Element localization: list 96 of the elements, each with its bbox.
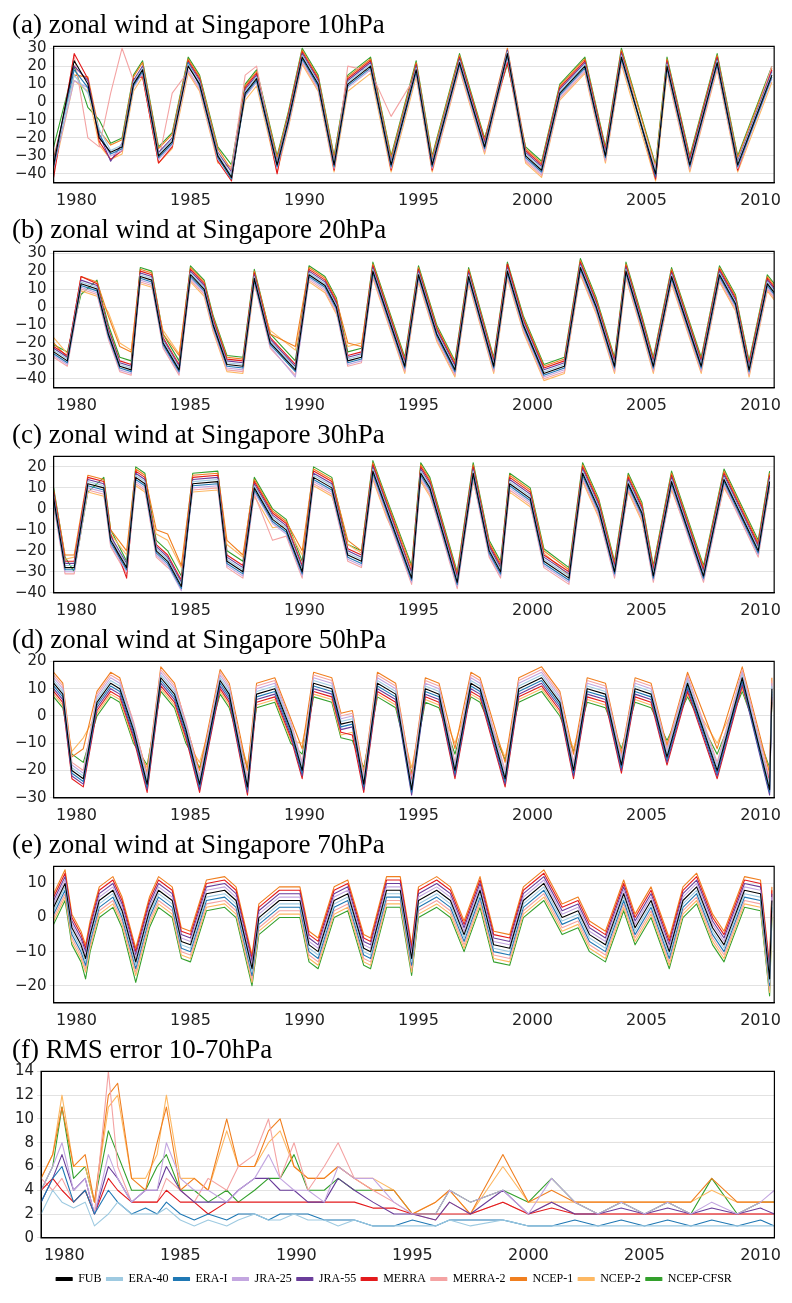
y-tick-label: −10 bbox=[15, 109, 47, 128]
y-tick-label: 10 bbox=[27, 278, 47, 297]
x-tick-label: 1990 bbox=[276, 1244, 317, 1264]
x-tick-label: 1980 bbox=[56, 599, 97, 619]
y-tick-label: −30 bbox=[15, 787, 47, 806]
y-tick-label: −20 bbox=[15, 127, 47, 146]
x-tick-label: 1995 bbox=[398, 394, 439, 414]
x-tick-label: 1990 bbox=[284, 189, 325, 209]
chart-title: (c) zonal wind at Singapore 30hPa bbox=[12, 419, 385, 450]
y-tick-label: 0 bbox=[37, 907, 47, 926]
x-tick-label: 2005 bbox=[626, 394, 667, 414]
x-tick-label: 2000 bbox=[508, 1244, 549, 1264]
x-tick-label: 2005 bbox=[626, 804, 667, 824]
y-tick-label: 10 bbox=[27, 678, 47, 697]
x-tick-label: 1980 bbox=[43, 1244, 85, 1264]
x-tick-label: 1980 bbox=[56, 394, 97, 414]
x-tick-label: 1990 bbox=[284, 394, 325, 414]
y-tick-label: 8 bbox=[24, 1132, 35, 1151]
y-tick-label: 6 bbox=[24, 1156, 35, 1175]
y-tick-label: −10 bbox=[15, 941, 47, 960]
y-tick-label: −30 bbox=[15, 350, 47, 369]
y-tick-label: 0 bbox=[37, 91, 47, 110]
x-tick-label: 2010 bbox=[740, 1244, 781, 1264]
y-tick-label: −30 bbox=[15, 561, 47, 580]
legend-label: JRA-55 bbox=[318, 1271, 357, 1286]
x-tick-label: 2000 bbox=[512, 394, 553, 414]
x-tick-label: 2010 bbox=[740, 804, 781, 824]
y-tick-label: −40 bbox=[15, 368, 47, 387]
chart-title: (b) zonal wind at Singapore 20hPa bbox=[12, 214, 387, 245]
y-tick-label: −20 bbox=[15, 540, 47, 559]
x-tick-label: 1995 bbox=[398, 189, 439, 209]
chart-title: (a) zonal wind at Singapore 10hPa bbox=[12, 9, 385, 40]
x-tick-label: 2010 bbox=[740, 394, 781, 414]
x-tick-label: 1990 bbox=[284, 1009, 325, 1029]
x-tick-label: 1995 bbox=[392, 1244, 433, 1264]
y-tick-label: 10 bbox=[27, 873, 47, 892]
y-tick-label: 20 bbox=[27, 56, 47, 75]
x-tick-label: 1980 bbox=[56, 1009, 97, 1029]
y-tick-label: −10 bbox=[15, 519, 47, 538]
x-tick-label: 1985 bbox=[170, 804, 211, 824]
y-tick-label: 20 bbox=[27, 456, 47, 475]
legend-label: ERA-I bbox=[195, 1271, 228, 1286]
y-tick-label: 12 bbox=[14, 1085, 35, 1104]
x-tick-label: 1980 bbox=[56, 189, 97, 209]
y-tick-label: 2 bbox=[24, 1203, 35, 1222]
chart-title: (f) RMS error 10-70hPa bbox=[12, 1034, 273, 1065]
x-tick-label: 2005 bbox=[626, 599, 667, 619]
x-tick-label: 2010 bbox=[740, 1009, 781, 1029]
y-tick-label: −40 bbox=[15, 582, 47, 601]
x-tick-label: 1995 bbox=[398, 599, 439, 619]
x-tick-label: 2010 bbox=[740, 599, 781, 619]
y-tick-label: 0 bbox=[37, 498, 47, 517]
y-tick-label: 0 bbox=[37, 705, 47, 724]
y-tick-label: −10 bbox=[15, 314, 47, 333]
y-tick-label: 30 bbox=[27, 38, 47, 57]
y-tick-label: −10 bbox=[15, 733, 47, 752]
legend-label: NCEP-1 bbox=[532, 1271, 574, 1286]
x-tick-label: 1985 bbox=[170, 599, 211, 619]
x-tick-label: 1985 bbox=[170, 1009, 211, 1029]
y-tick-label: −20 bbox=[15, 332, 47, 351]
y-tick-label: 10 bbox=[14, 1108, 35, 1127]
x-tick-label: 1980 bbox=[56, 804, 97, 824]
x-tick-label: 1995 bbox=[398, 1009, 439, 1029]
y-tick-label: 10 bbox=[27, 73, 47, 92]
x-tick-label: 1990 bbox=[284, 599, 325, 619]
y-tick-label: 20 bbox=[27, 261, 47, 280]
x-tick-label: 2005 bbox=[624, 1244, 665, 1264]
legend-label: JRA-25 bbox=[254, 1271, 292, 1286]
y-tick-label: 0 bbox=[24, 1227, 35, 1246]
x-tick-label: 2000 bbox=[512, 599, 553, 619]
y-tick-label: 0 bbox=[37, 296, 47, 315]
x-tick-label: 1985 bbox=[159, 1244, 201, 1264]
y-tick-label: 30 bbox=[27, 243, 47, 262]
x-tick-label: 2000 bbox=[512, 1009, 553, 1029]
legend-label: NCEP-2 bbox=[600, 1271, 641, 1286]
legend-label: NCEP-CFSR bbox=[667, 1271, 732, 1286]
y-tick-label: 10 bbox=[27, 477, 47, 496]
legend-label: MERRA bbox=[383, 1271, 427, 1286]
legend-label: MERRA-2 bbox=[452, 1271, 506, 1286]
x-tick-label: 2005 bbox=[626, 189, 667, 209]
chart-title: (e) zonal wind at Singapore 70hPa bbox=[12, 829, 385, 860]
x-tick-label: 1985 bbox=[170, 394, 211, 414]
y-tick-label: −30 bbox=[15, 145, 47, 164]
y-tick-label: −20 bbox=[15, 975, 47, 994]
legend-label: ERA-40 bbox=[128, 1271, 169, 1286]
y-tick-label: −20 bbox=[15, 760, 47, 779]
x-tick-label: 1990 bbox=[284, 804, 325, 824]
x-tick-label: 2005 bbox=[626, 1009, 667, 1029]
x-tick-label: 2000 bbox=[512, 189, 553, 209]
y-tick-label: 4 bbox=[24, 1180, 35, 1199]
legend-label: FUB bbox=[78, 1271, 102, 1286]
x-tick-label: 2010 bbox=[740, 189, 781, 209]
x-tick-label: 1995 bbox=[398, 804, 439, 824]
x-tick-label: 1985 bbox=[170, 189, 211, 209]
y-tick-label: −40 bbox=[15, 163, 47, 182]
x-tick-label: 2000 bbox=[512, 804, 553, 824]
